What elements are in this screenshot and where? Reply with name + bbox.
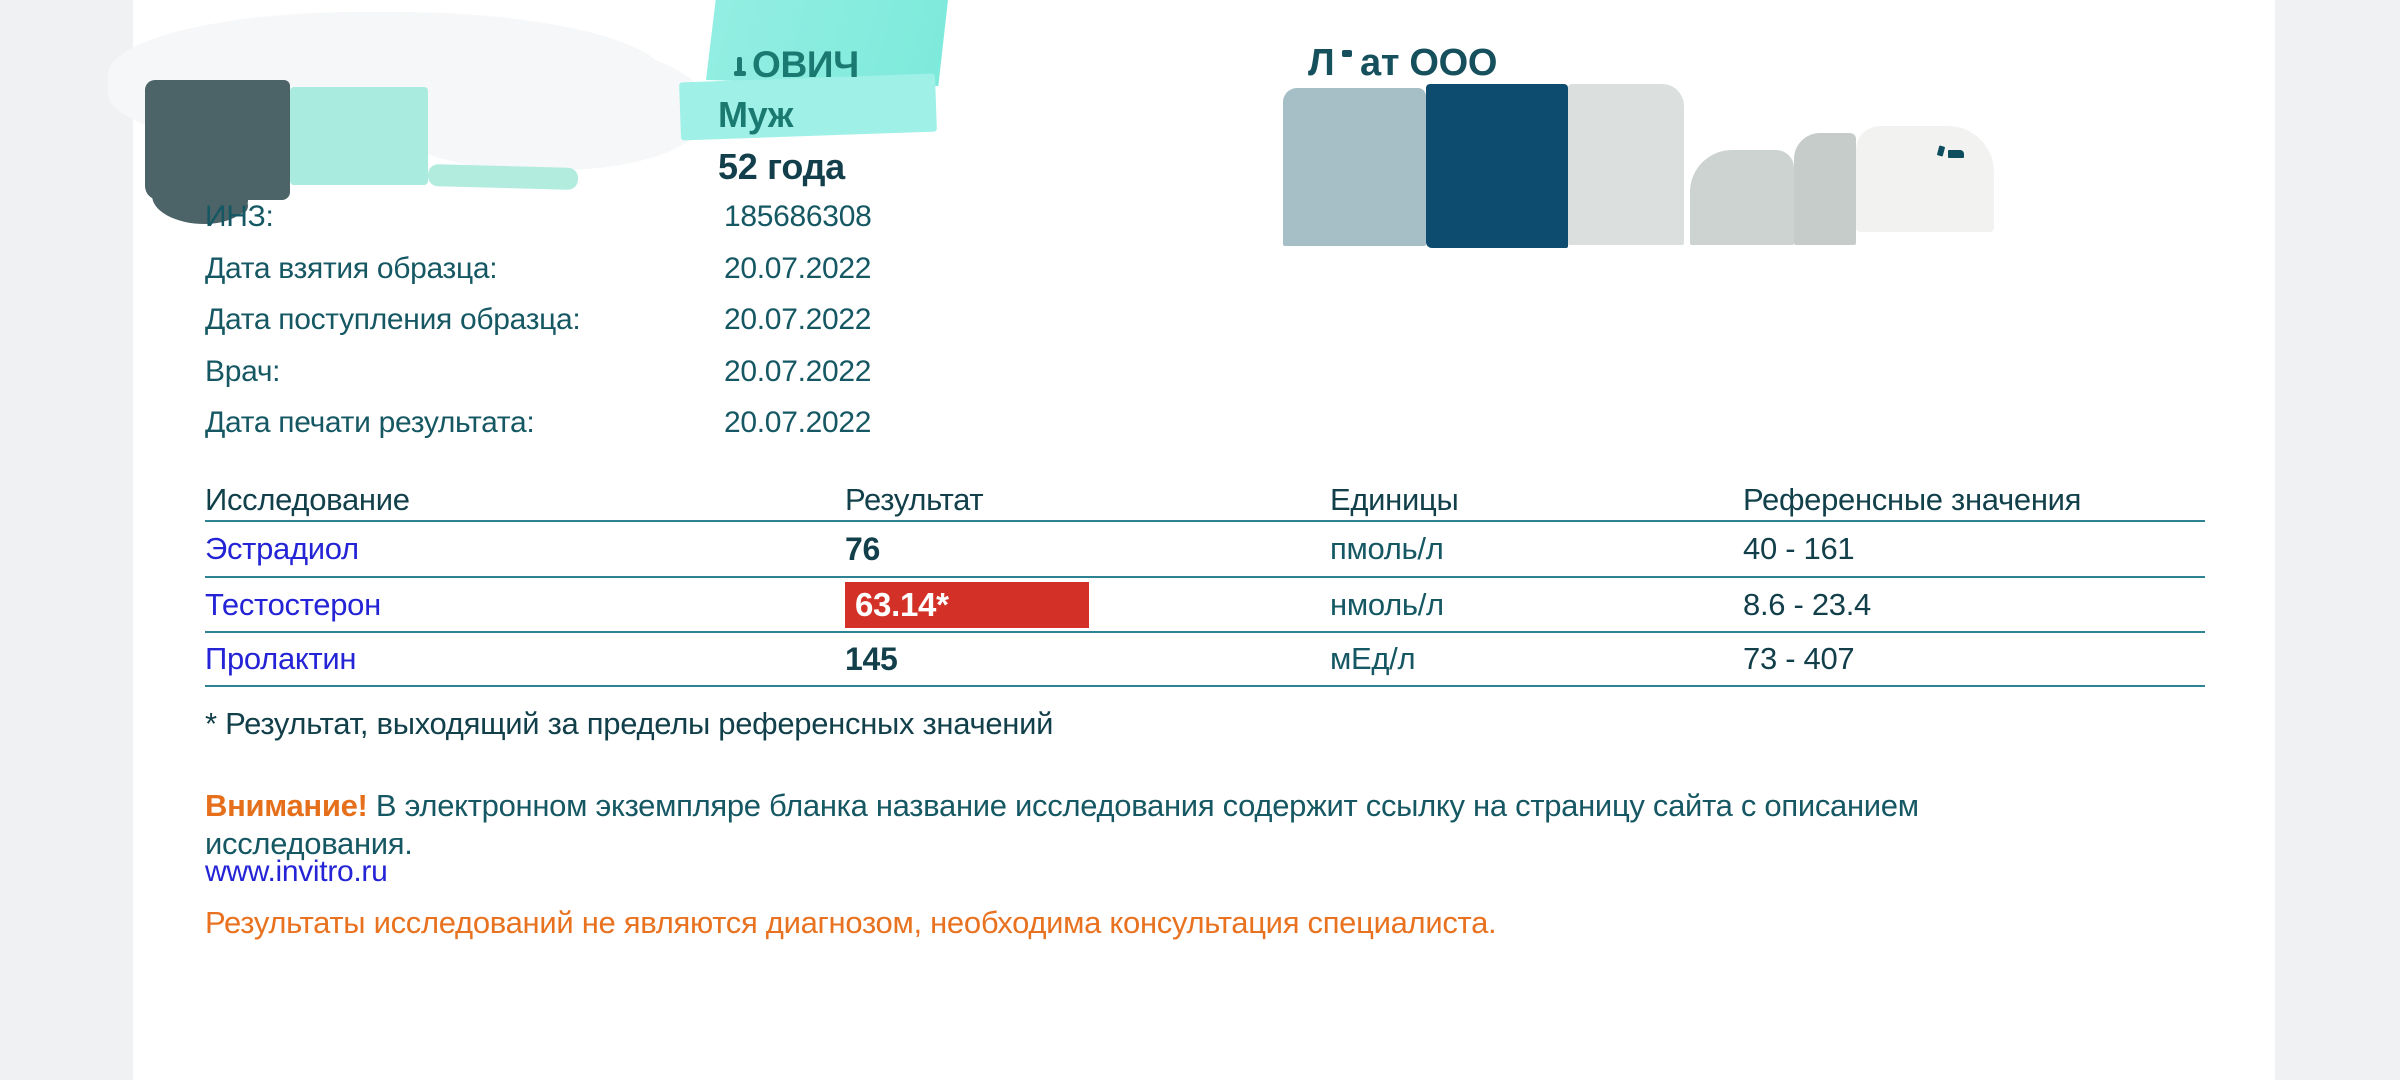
info-row: ИНЗ: 185686308 (205, 196, 1405, 248)
info-label: Дата печати результата: (205, 406, 535, 439)
table-row: Эстрадиол 76 пмоль/л 40 - 161 (205, 522, 2205, 578)
result-value: 145 (845, 640, 898, 677)
column-header-result: Результат (845, 482, 984, 517)
disclaimer-text: Результаты исследований не являются диаг… (205, 905, 1497, 940)
info-value: 20.07.2022 (724, 354, 872, 388)
redaction-block-mint-sliver (427, 164, 579, 190)
column-header-reference: Референсные значения (1743, 482, 2082, 517)
info-row: Дата взятия образца: 20.07.2022 (205, 248, 1405, 300)
units-value: мЕд/л (1330, 641, 1416, 676)
info-value: 185686308 (724, 200, 872, 233)
info-label: Врач: (205, 354, 281, 388)
covered-letter-fragment (1342, 50, 1352, 57)
column-header-units: Единицы (1330, 482, 1459, 517)
result-value-flagged: 63.14* (845, 581, 1089, 628)
info-label: ИНЗ: (205, 200, 274, 233)
test-name-link[interactable]: Эстрадиол (205, 531, 359, 566)
notice-text: В электронном экземпляре бланка название… (367, 788, 1919, 823)
out-of-range-footnote: * Результат, выходящий за пределы рефере… (205, 706, 1054, 741)
test-name-link[interactable]: Тестостерон (205, 586, 381, 622)
reference-range: 73 - 407 (1743, 641, 1855, 676)
results-table: Исследование Результат Единицы Референсн… (205, 480, 2205, 687)
redaction-block-gray-4 (1856, 126, 1994, 232)
notice-prefix: Внимание! (205, 788, 368, 823)
invitro-site-link[interactable]: www.invitro.ru (205, 855, 388, 888)
redaction-block-gray-3 (1794, 133, 1856, 245)
sample-info-block: ИНЗ: 185686308 Дата взятия образца: 20.0… (205, 196, 1405, 454)
units-value: нмоль/л (1330, 586, 1444, 622)
covered-letter-fragment (1948, 150, 1964, 158)
patient-age: 52 года (718, 146, 845, 187)
info-label: Дата взятия образца: (205, 251, 498, 285)
patient-name-fragment: ОВИЧ (752, 44, 859, 85)
whiteout-blob (380, 40, 710, 170)
reference-range: 8.6 - 23.4 (1743, 586, 1871, 622)
column-header-test: Исследование (205, 482, 410, 517)
info-value: 20.07.2022 (724, 406, 872, 439)
org-name-fragment-2: ат ООО (1360, 42, 1498, 84)
redaction-block-slate-dot (232, 198, 248, 214)
patient-sex: Муж (718, 94, 794, 135)
notice-line-2: исследования. (205, 826, 413, 861)
covered-letter-fragment (737, 57, 742, 74)
page-margin-right (2275, 0, 2400, 1080)
redaction-block-mint (290, 87, 428, 185)
info-value: 20.07.2022 (724, 303, 872, 336)
info-row: Врач: 20.07.2022 (205, 351, 1405, 403)
covered-letter-fragment (734, 71, 746, 76)
redaction-block-bluegray (1283, 88, 1426, 246)
page-margin-left (0, 0, 133, 1080)
reference-range: 40 - 161 (1743, 531, 1855, 566)
table-header-row: Исследование Результат Единицы Референсн… (205, 480, 2205, 522)
redaction-block-gray-2 (1690, 150, 1794, 245)
org-name-fragment-1: Л (1308, 42, 1335, 84)
table-row: Пролактин 145 мЕд/л 73 - 407 (205, 633, 2205, 687)
result-value: 76 (845, 530, 880, 567)
redaction-block-teal-upper (706, 0, 948, 86)
info-row: Дата печати результата: 20.07.2022 (205, 402, 1405, 454)
info-value: 20.07.2022 (724, 251, 872, 285)
notice-line-1: Внимание! В электронном экземпляре бланк… (205, 788, 1919, 824)
test-name-link[interactable]: Пролактин (205, 641, 357, 676)
redaction-block-slate-bump (152, 172, 248, 224)
table-row: Тестостерон 63.14* нмоль/л 8.6 - 23.4 (205, 578, 2205, 633)
redaction-block-gray-1 (1568, 84, 1684, 245)
units-value: пмоль/л (1330, 531, 1444, 566)
info-row: Дата поступления образца: 20.07.2022 (205, 299, 1405, 351)
info-label: Дата поступления образца: (205, 303, 581, 336)
redaction-block-navy (1426, 84, 1568, 248)
